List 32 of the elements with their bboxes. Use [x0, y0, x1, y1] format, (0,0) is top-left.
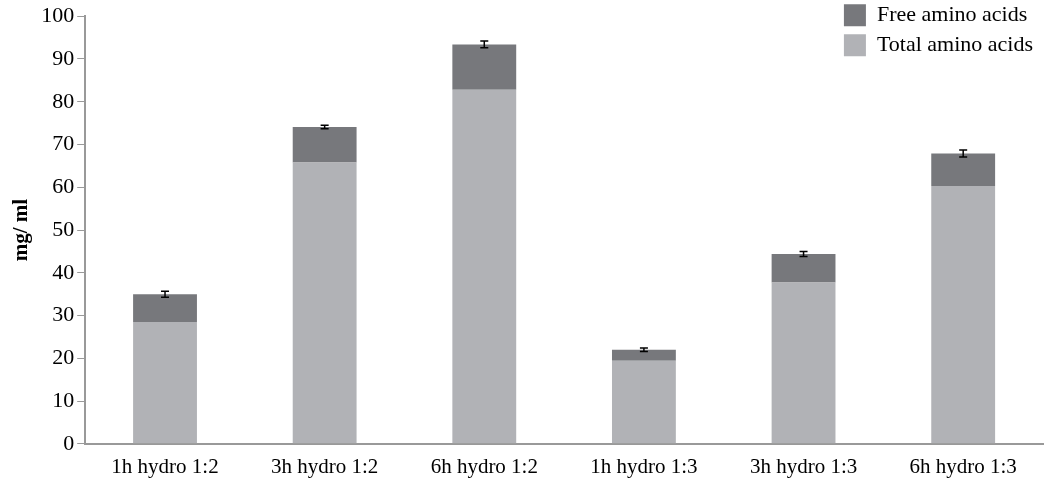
y-tick-label: 80 — [52, 87, 75, 113]
x-tick-label: 1h hydro 1:3 — [590, 453, 698, 478]
y-tick-label: 40 — [52, 258, 75, 284]
bar — [931, 153, 996, 186]
y-tick-label: 10 — [52, 386, 75, 412]
y-tick-label: 70 — [52, 130, 75, 156]
y-axis-title: mg/ ml — [8, 198, 33, 262]
y-tick-label: 100 — [41, 1, 75, 27]
legend-label: Free amino acids — [876, 0, 1028, 26]
y-tick-label: 60 — [52, 173, 75, 199]
y-tick-label: 0 — [63, 429, 75, 455]
y-tick-label: 90 — [52, 44, 75, 70]
bar — [452, 44, 517, 90]
bar — [133, 321, 197, 444]
x-tick-label: 3h hydro 1:2 — [270, 453, 379, 478]
bar — [292, 126, 357, 163]
bar — [611, 349, 676, 361]
y-tick-label: 30 — [52, 301, 75, 327]
bar — [771, 282, 836, 444]
bar — [452, 89, 517, 444]
bar — [292, 162, 357, 444]
y-tick-label: 20 — [52, 344, 75, 370]
x-tick-label: 6h hydro 1:3 — [909, 453, 1017, 478]
bar — [931, 185, 996, 444]
bar — [133, 294, 197, 322]
x-tick-label: 1h hydro 1:2 — [111, 453, 219, 478]
bar — [611, 360, 676, 444]
y-tick-label: 50 — [52, 215, 75, 241]
bar — [771, 253, 836, 283]
x-tick-label: 3h hydro 1:3 — [749, 453, 858, 478]
legend-label: Total amino acids — [876, 30, 1034, 56]
x-tick-label: 6h hydro 1:2 — [430, 453, 538, 478]
